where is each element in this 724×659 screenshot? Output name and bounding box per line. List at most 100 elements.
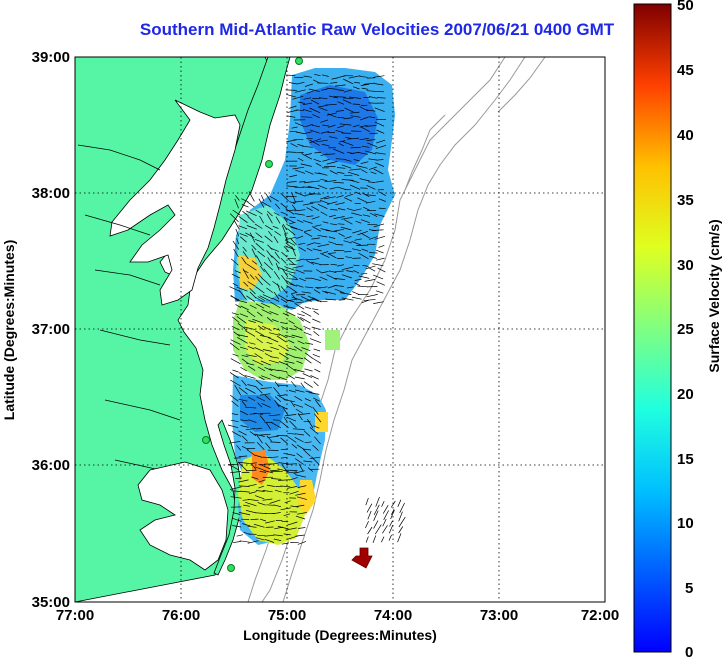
velocity-vector [232,353,239,357]
velocity-vector [257,402,263,408]
velocity-vector [249,304,257,309]
velocity-vector [290,143,298,148]
velocity-vector [377,267,386,273]
velocity-vector [366,90,376,92]
velocity-vector [315,162,322,167]
velocity-vector [357,285,369,288]
velocity-vector [368,236,378,240]
velocity-vector [365,536,369,543]
radar-station-dot [265,160,273,168]
velocity-vector [321,88,328,91]
velocity-vector [238,387,248,395]
velocity-vector [249,491,257,494]
velocity-vector [309,107,321,114]
velocity-vector [246,469,257,472]
velocity-vector [321,271,329,274]
velocity-vector [303,325,311,330]
figure-title: Southern Mid-Atlantic Raw Velocities 200… [139,20,615,39]
velocity-vector [304,193,315,196]
velocity-vector [339,292,352,295]
velocity-vector [304,229,312,232]
velocity-vector [278,394,287,397]
velocity-vector [241,257,247,265]
velocity-vector [301,291,312,294]
radar-station-dot [227,564,235,572]
velocity-vector [283,216,295,223]
velocity-vector [240,419,249,422]
velocity-vector [238,430,247,436]
velocity-vector [344,159,352,162]
velocity-vector [259,215,265,224]
velocity-vector [287,347,297,351]
velocity-vector [262,325,272,331]
velocity-vector [266,250,273,258]
velocity-vector [322,221,329,224]
velocity-vector [249,232,256,243]
velocity-vector [328,252,336,254]
velocity-vector [311,277,321,281]
velocity-vector [283,513,291,517]
velocity-vector [273,534,283,537]
velocity-vector [294,122,305,128]
velocity-vector [232,369,239,373]
velocity-vector [267,257,273,266]
velocity-vector [341,216,353,220]
velocity-vector [337,101,345,105]
velocity-vector [240,366,247,372]
velocity-vector [373,301,384,304]
radar-station-dot [295,57,303,65]
velocity-vector [268,414,281,417]
velocity-vector [303,97,312,100]
velocity-vector [294,301,305,304]
velocity-vector [366,139,376,141]
velocity-vector [302,145,313,148]
velocity-vector [286,285,297,293]
velocity-vector [254,353,263,359]
velocity-vector [319,107,328,111]
velocity-vector [344,107,354,113]
velocity-vector [320,211,328,216]
velocity-vector [336,167,346,169]
velocity-vector [238,512,251,516]
velocity-vector [266,287,274,293]
velocity-vector [303,357,312,364]
velocity-vector [285,352,296,358]
reference-vector-arrow [351,547,373,569]
velocity-vector [239,540,250,543]
velocity-vector [304,170,314,175]
velocity-vector [297,313,305,317]
velocity-vector [365,520,369,529]
velocity-vector [259,415,266,422]
velocity-vector [374,235,386,240]
velocity-vector [302,220,313,224]
x-tick: 77:00 [56,607,94,624]
velocity-vector [320,228,330,231]
velocity-vector [304,368,313,372]
velocity-vector [337,208,346,211]
velocity-vector [258,376,265,381]
velocity-vector [351,240,362,246]
colorbar-tick: 45 [677,62,694,79]
velocity-vector [304,398,312,402]
velocity-vector [298,413,311,416]
velocity-vector [254,466,264,471]
velocity-vector [240,305,249,311]
velocity-vector [287,258,295,265]
velocity-vector [318,172,328,176]
velocity-vector [269,311,279,316]
velocity-vector [368,166,377,170]
velocity-vector [277,283,281,292]
velocity-vector [241,198,249,203]
velocity-vector [293,138,304,141]
velocity-vector [363,298,376,302]
velocity-vector [229,441,241,444]
velocity-vector [287,151,297,153]
velocity-vector [367,510,372,520]
velocity-vector [303,460,313,463]
velocity-vector [351,296,362,300]
velocity-vector [232,525,242,528]
velocity-vector [294,213,305,216]
velocity-vector [314,224,322,227]
velocity-vector [329,186,338,190]
